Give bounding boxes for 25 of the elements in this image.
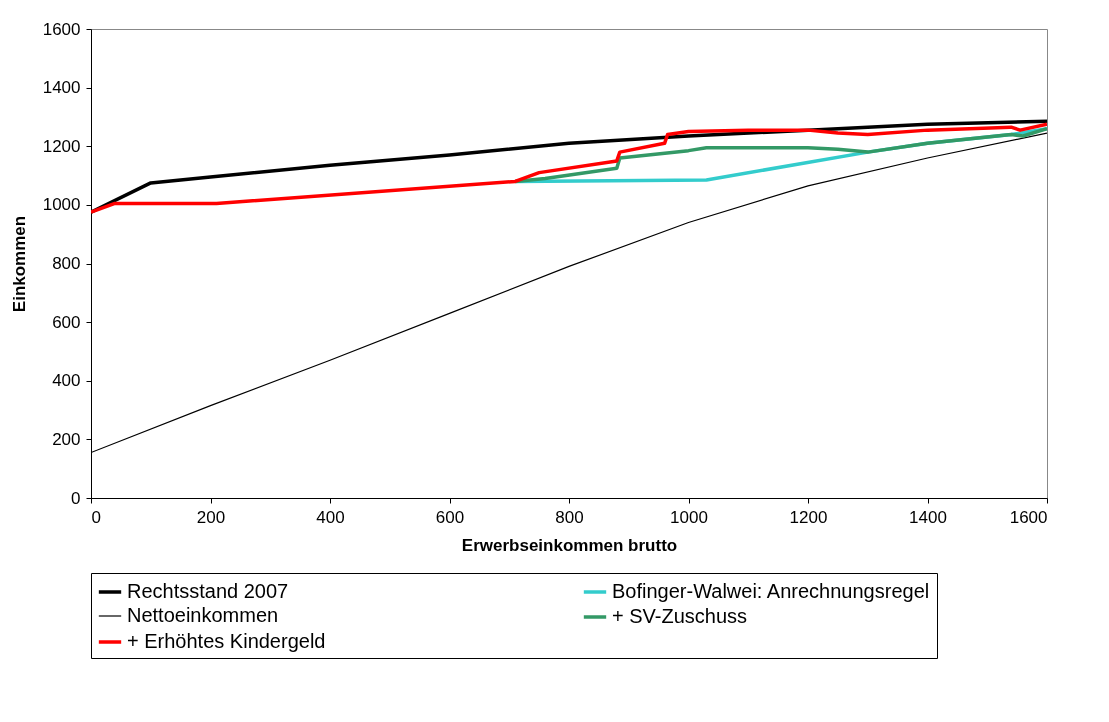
legend-label: + Erhöhtes Kindergeld — [127, 630, 326, 652]
x-tick-label: 1600 — [1009, 507, 1048, 527]
x-tick-label: 800 — [555, 507, 584, 527]
legend-label: + SV-Zuschuss — [612, 605, 748, 627]
legend-label: Bofinger-Walwei: Anrechnungsregel — [612, 580, 930, 602]
x-axis-title: Erwerbseinkommen brutto — [461, 535, 678, 555]
legend-label: Nettoeinkommen — [127, 604, 279, 626]
y-tick-label: 1200 — [42, 136, 81, 156]
y-tick-label: 1400 — [42, 78, 81, 98]
y-tick-label: 200 — [52, 429, 81, 449]
x-tick-label: 0 — [91, 507, 101, 527]
y-tick-label: 600 — [52, 312, 81, 332]
y-tick-label: 1600 — [42, 19, 81, 39]
y-tick-label: 0 — [71, 488, 81, 508]
y-tick-label: 400 — [52, 371, 81, 391]
y-axis-title: Einkommen — [9, 215, 29, 313]
y-tick-label: 1000 — [42, 195, 81, 215]
x-tick-label: 1200 — [789, 507, 828, 527]
y-tick-label: 800 — [52, 254, 81, 273]
x-tick-label: 1000 — [670, 507, 708, 527]
x-tick-label: 400 — [316, 507, 345, 527]
x-tick-label: 1400 — [909, 507, 947, 527]
x-tick-label: 600 — [435, 507, 465, 527]
x-tick-label: 200 — [196, 507, 226, 527]
legend-label: Rechtsstand 2007 — [127, 580, 289, 602]
